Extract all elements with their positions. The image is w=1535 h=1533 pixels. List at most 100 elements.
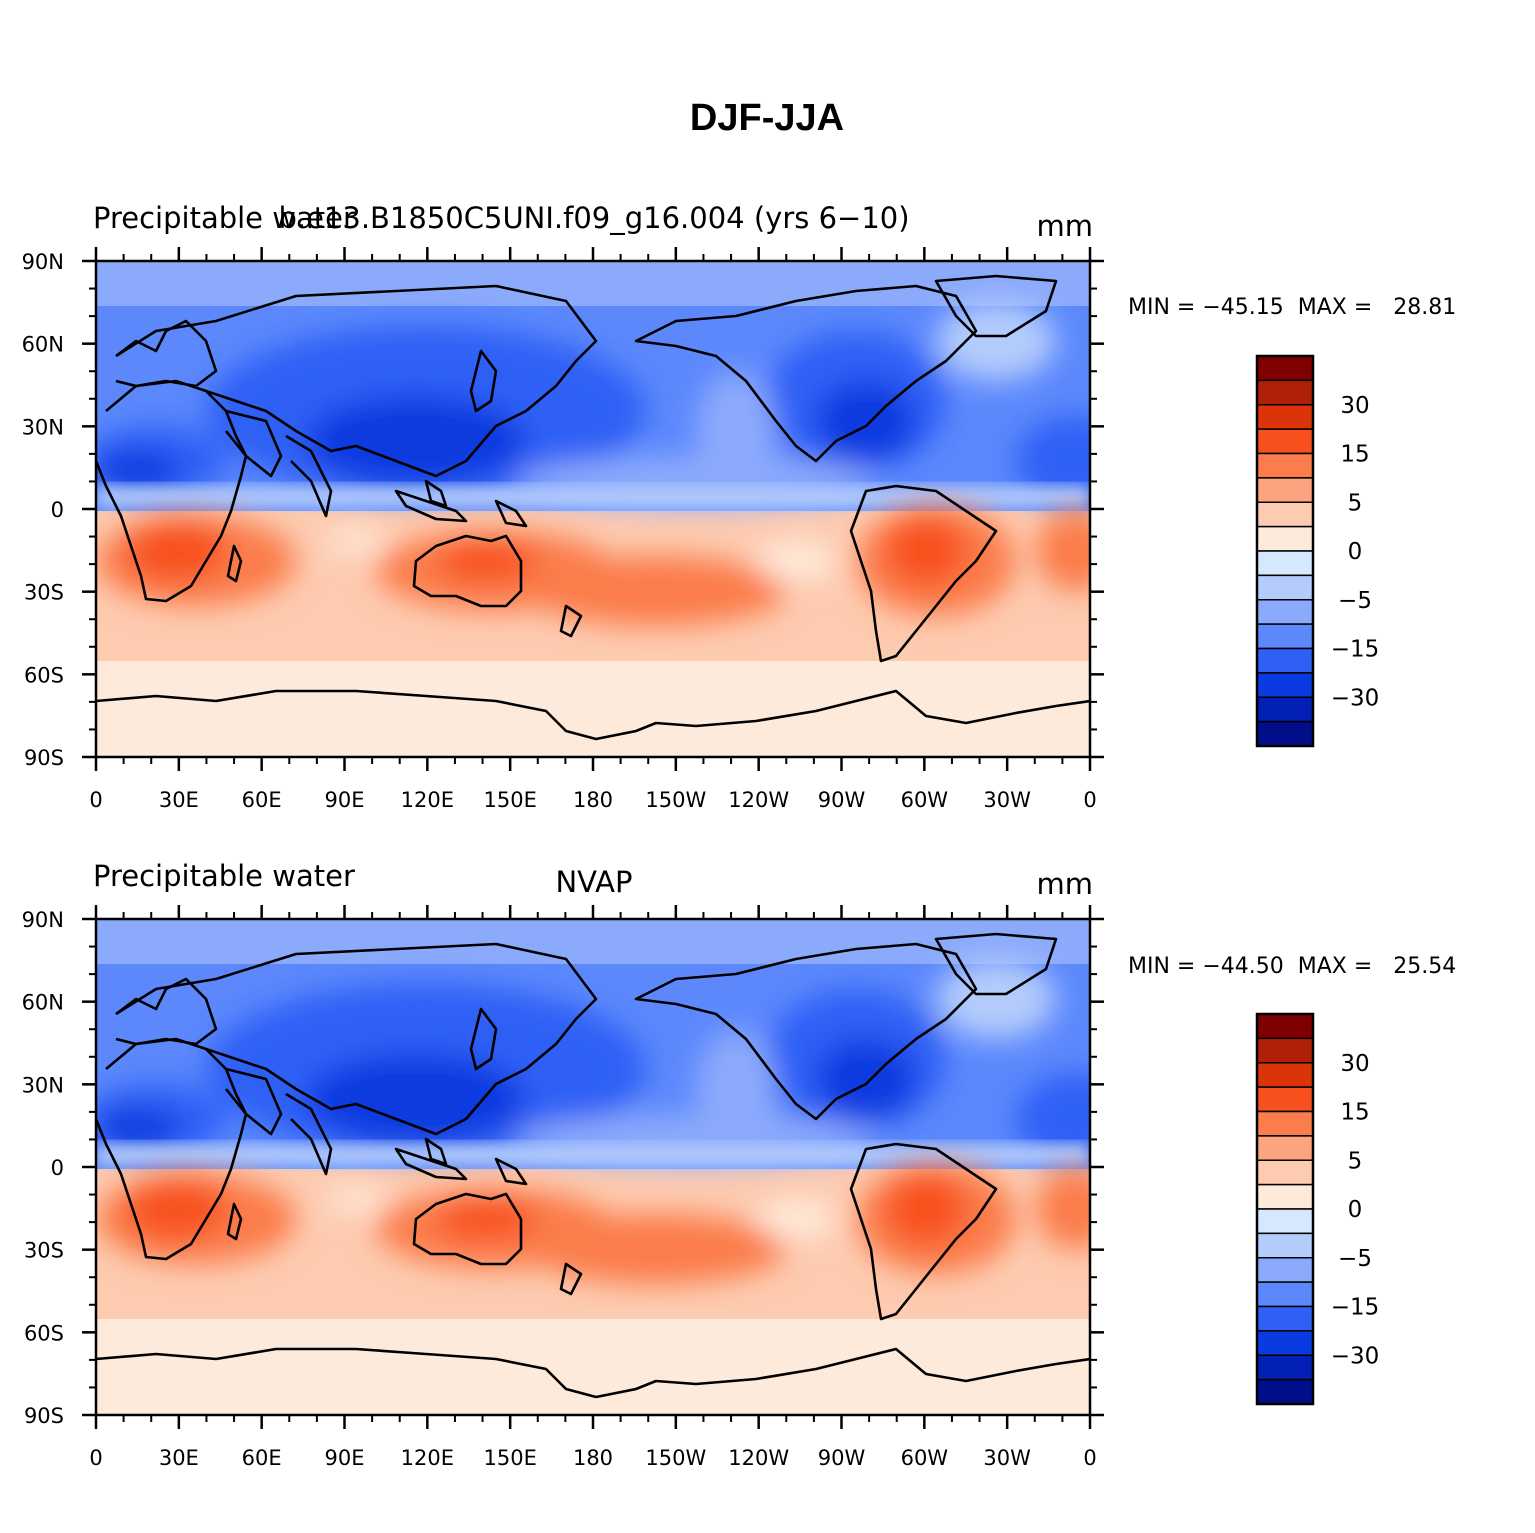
lon-label: 90E [325, 1446, 365, 1470]
panel-top-left-label: Precipitable water [93, 201, 355, 235]
lat-label: 90S [24, 1404, 64, 1428]
colorbar-label: −30 [1331, 1343, 1380, 1369]
lat-label: 90N [22, 908, 64, 932]
colorbar-box [1256, 1330, 1314, 1356]
colorbar-label: 15 [1340, 1100, 1369, 1126]
colorbar-box [1256, 672, 1314, 698]
lon-label: 150E [483, 1446, 536, 1470]
colorbar-box [1256, 720, 1314, 747]
lon-label: 150E [483, 788, 536, 812]
lon-label: 0 [1083, 1446, 1096, 1470]
colorbar-box [1256, 1086, 1314, 1113]
colorbar-box [1256, 1281, 1314, 1308]
colorbar-box [1256, 1305, 1314, 1332]
colorbar-frame [1255, 1012, 1315, 1406]
colorbar-label: 5 [1348, 490, 1363, 516]
colorbar-box [1256, 1378, 1314, 1405]
colorbar-box [1256, 550, 1314, 577]
colorbar-box [1256, 1208, 1314, 1235]
lon-label: 120E [401, 1446, 454, 1470]
lat-label: 30N [22, 1073, 64, 1097]
panel-top-center-label: b.e13.B1850C5UNI.f09_g16.004 (yrs 6−10) [278, 201, 909, 235]
lon-label: 60W [901, 788, 949, 812]
figure-title: DJF-JJA [690, 97, 844, 139]
colorbar-box [1256, 1110, 1314, 1137]
lat-label: 90N [22, 250, 64, 274]
colorbar-box [1256, 525, 1314, 552]
colorbar-label: 30 [1340, 1051, 1369, 1077]
colorbar-box [1256, 501, 1314, 528]
lat-label: 30S [24, 581, 64, 605]
colorbar-label: 0 [1348, 1197, 1363, 1223]
lat-label: 60N [22, 333, 64, 357]
colorbar-label: −15 [1331, 1295, 1380, 1321]
colorbar-box [1256, 477, 1314, 503]
colorbar-box [1256, 1232, 1314, 1259]
lat-label: 0 [51, 498, 64, 522]
lat-label: 30N [22, 415, 64, 439]
lat-label: 30S [24, 1239, 64, 1263]
colorbar-label: −5 [1338, 1246, 1372, 1272]
lon-label: 120W [728, 1446, 789, 1470]
colorbar-label: 0 [1348, 539, 1363, 565]
colorbar-box [1256, 1354, 1314, 1381]
colorbar-label: −30 [1331, 685, 1380, 711]
panel-bottom-left-label: Precipitable water [93, 859, 355, 893]
lon-axis-top: 0 30E 60E 90E 120E 150E 180 150W 120W 90W 60W 30W 0 [89, 247, 1097, 812]
lon-label: 30E [159, 788, 199, 812]
panel-top-units: mm [1037, 209, 1094, 243]
lat-label: 0 [51, 1156, 64, 1180]
lon-label: 60W [901, 1446, 949, 1470]
colorbar-label: 15 [1340, 442, 1369, 468]
colorbar-bottom: 30 15 5 0 −5 −15 −30 [1255, 1012, 1380, 1406]
colorbar-top: 30 15 5 0 −5 −15 −30 [1255, 354, 1380, 748]
lon-label: 0 [89, 788, 102, 812]
lon-label: 30E [159, 1446, 199, 1470]
colorbar-box [1256, 1159, 1314, 1186]
colorbar-box [1256, 1037, 1314, 1064]
panel-top-stats: MIN = −45.15 MAX = 28.81 [1128, 295, 1456, 320]
colorbar-label: 5 [1348, 1148, 1363, 1174]
lat-axis-bottom: 90N 60N 30N 0 30S 60S 90S [22, 908, 1104, 1428]
colorbar-box [1256, 574, 1314, 601]
lon-label: 120W [728, 788, 789, 812]
lon-label: 180 [573, 788, 613, 812]
lon-label: 60E [242, 788, 282, 812]
lat-label: 60N [22, 991, 64, 1015]
colorbar-box [1256, 404, 1314, 430]
lon-label: 0 [89, 1446, 102, 1470]
lon-label: 60E [242, 1446, 282, 1470]
lat-label: 60S [24, 1321, 64, 1345]
lon-label: 30W [983, 788, 1031, 812]
lat-axis-top: 90N 60N 30N 0 30S 60S 90S [22, 250, 1104, 770]
colorbar-box [1256, 1135, 1314, 1161]
lon-label: 90W [818, 788, 866, 812]
colorbar-box [1256, 623, 1314, 650]
panel-bottom-center-label: NVAP [555, 865, 632, 899]
panel-observed: Precipitable water NVAP mm MIN = −44.50 … [22, 859, 1457, 1470]
lon-label: 120E [401, 788, 454, 812]
panel-model: Precipitable water b.e13.B1850C5UNI.f09_… [22, 201, 1457, 812]
lon-label: 150W [645, 788, 706, 812]
colorbar-box [1256, 452, 1314, 479]
colorbar-label: −15 [1331, 637, 1380, 663]
panel-bottom-stats: MIN = −44.50 MAX = 25.54 [1128, 954, 1456, 979]
colorbar-frame [1255, 354, 1315, 748]
colorbar-box [1256, 355, 1314, 382]
lon-label: 90E [325, 788, 365, 812]
lat-label: 60S [24, 663, 64, 687]
colorbar-label: −5 [1338, 588, 1372, 614]
lon-axis-bottom: 0 30E 60E 90E 120E 150E 180 150W 120W 90W 60W 30W 0 [89, 905, 1097, 1470]
lon-label: 180 [573, 1446, 613, 1470]
colorbar-label: 30 [1340, 393, 1369, 419]
colorbar-box [1256, 1183, 1314, 1210]
lon-label: 0 [1083, 788, 1096, 812]
colorbar-box [1256, 379, 1314, 406]
lon-label: 150W [645, 1446, 706, 1470]
lon-label: 90W [818, 1446, 866, 1470]
colorbar-box [1256, 1062, 1314, 1088]
lat-label: 90S [24, 746, 64, 770]
panel-bottom-units: mm [1037, 867, 1094, 901]
lon-label: 30W [983, 1446, 1031, 1470]
